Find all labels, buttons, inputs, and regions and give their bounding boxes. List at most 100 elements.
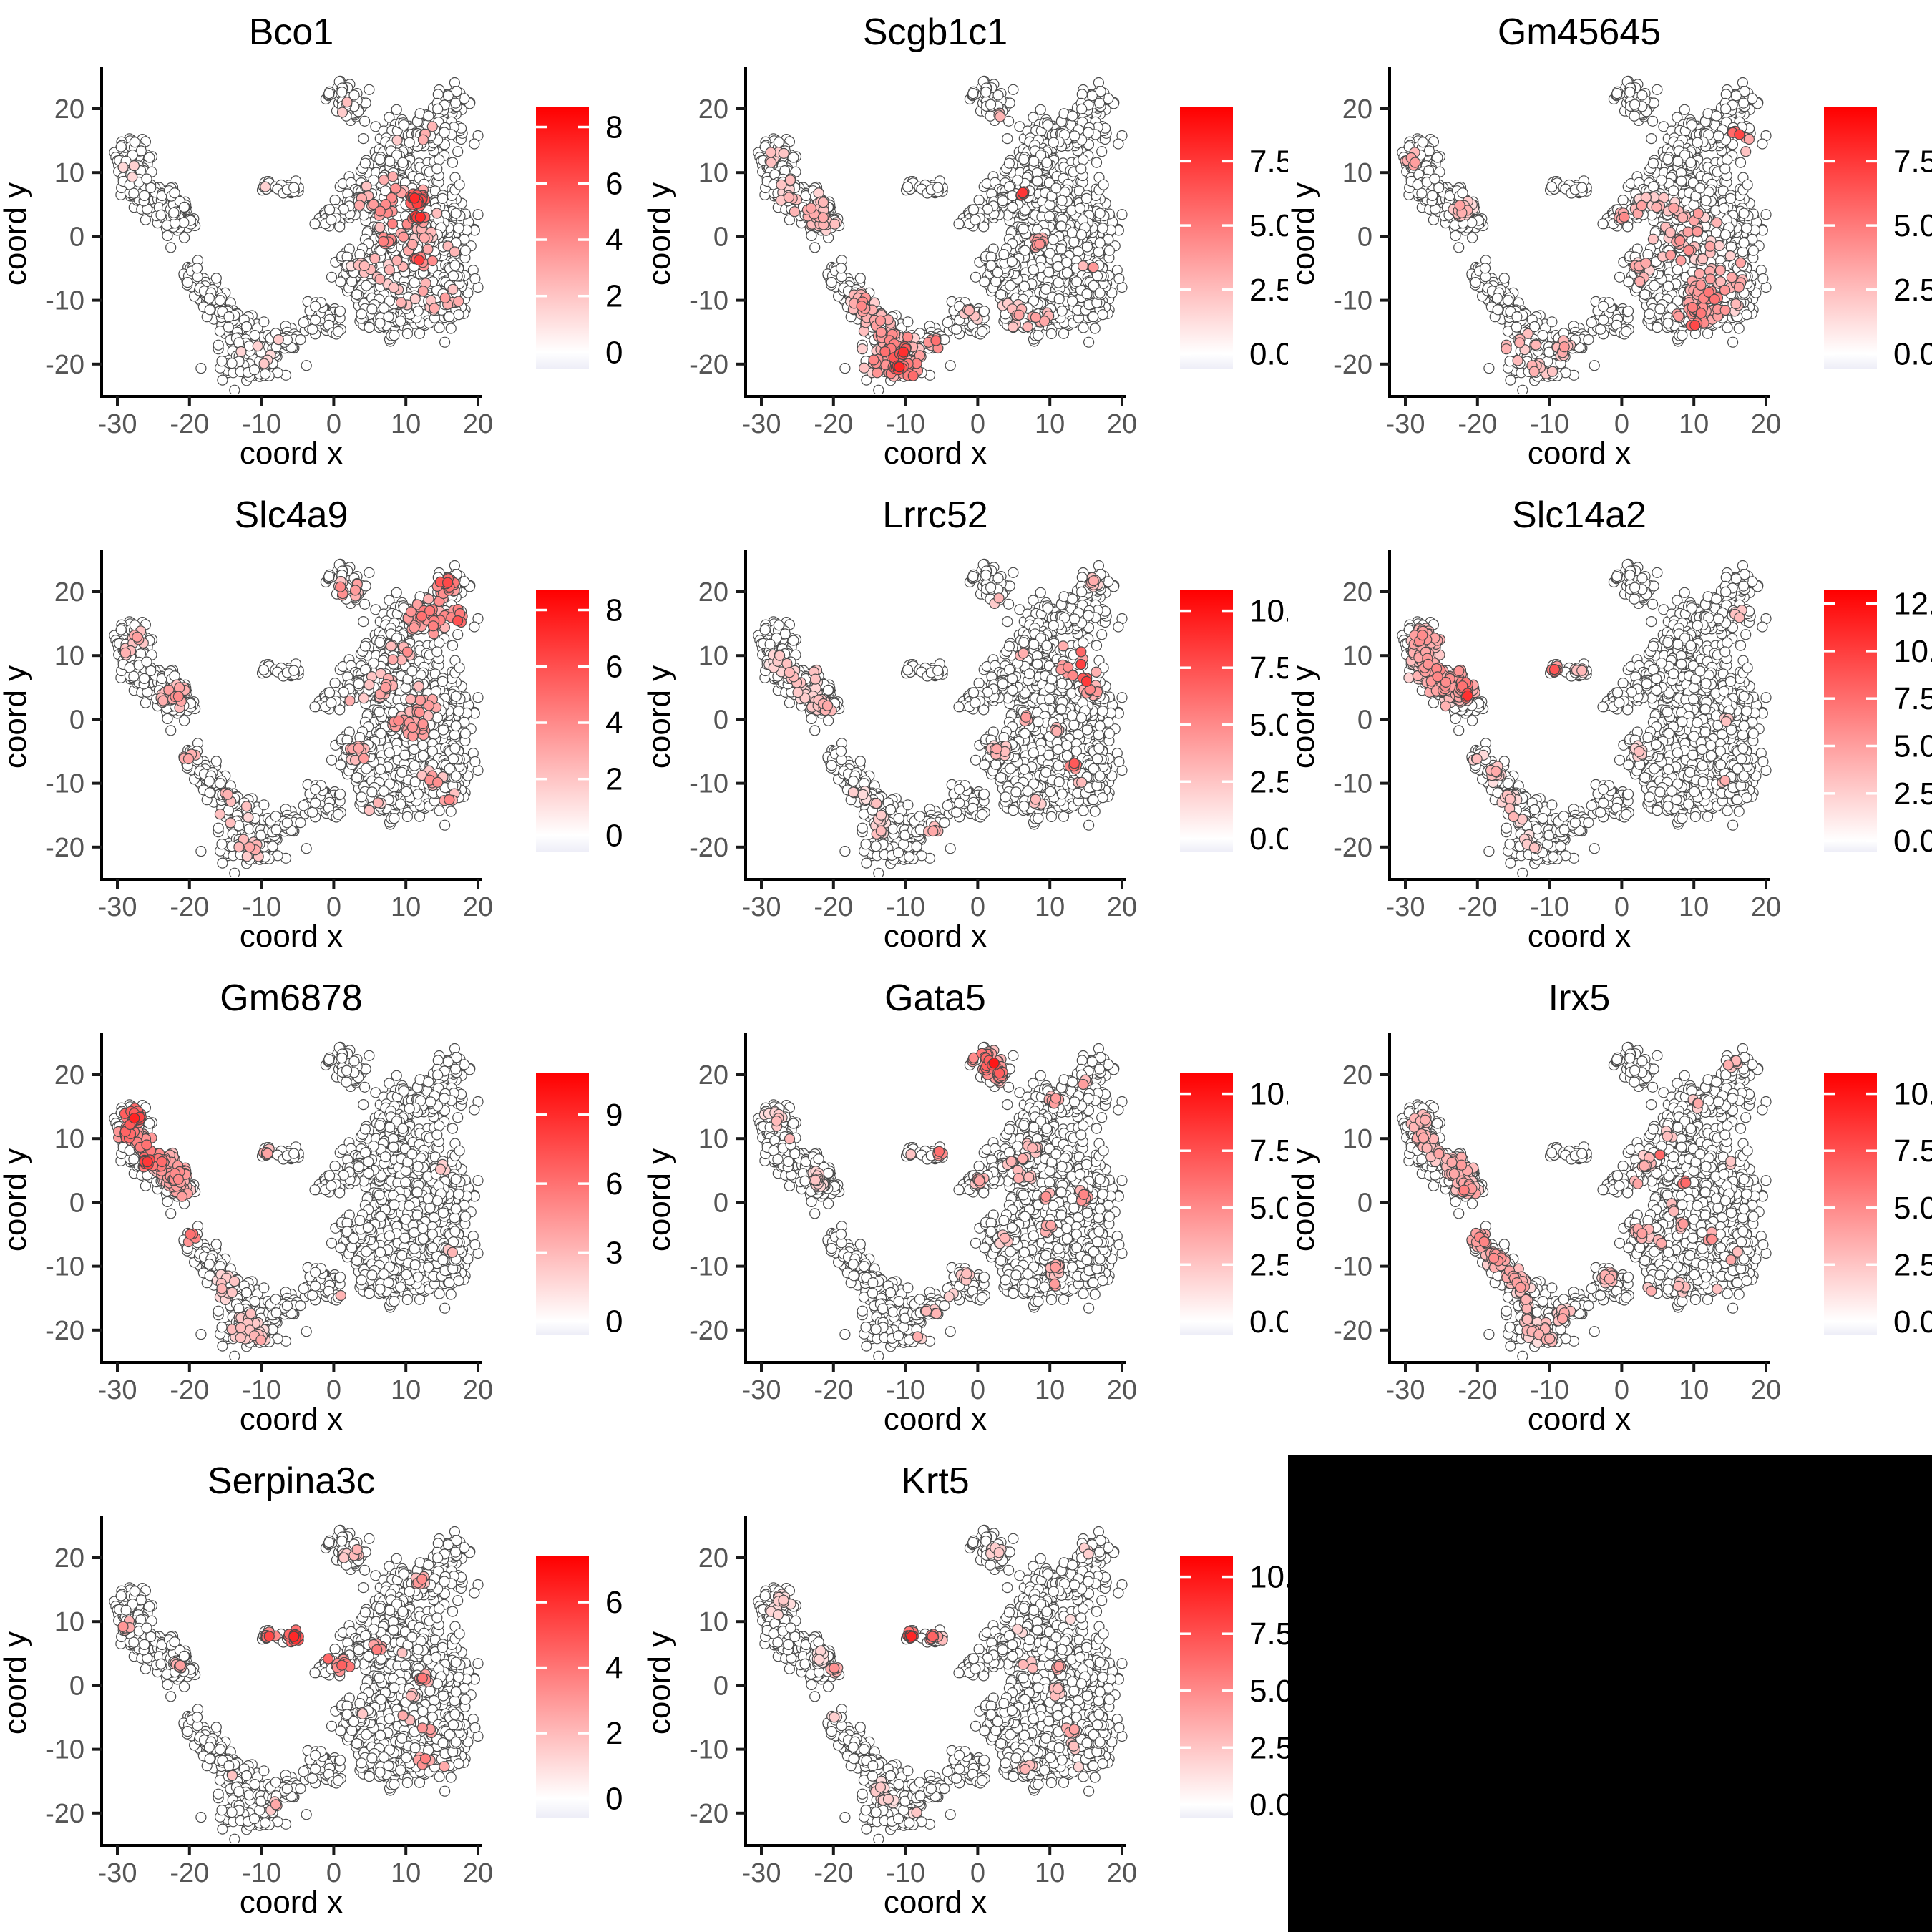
colorbar-label: 2 [605,279,623,314]
scatter-points [109,1041,484,1360]
x-tick-label: 20 [1107,1375,1137,1405]
y-axis-label: coord y [644,182,677,286]
colorbar [1824,1073,1877,1335]
colorbar-label: 5.0 [1249,1674,1288,1709]
colorbar-label: 7.5 [1249,650,1288,686]
x-tick-label: -30 [98,1858,137,1888]
colorbar-label: 0.0 [1249,821,1288,857]
feature-plot: Serpina3c-30 -20 -10 0 10 20-20-1001020coord … [0,1460,623,1920]
colorbar [1180,1073,1233,1335]
y-tick-label: 10 [54,1124,84,1154]
x-tick-label: 10 [391,409,421,439]
axis-lines [100,1516,482,1847]
x-tick-label: -30 [742,1858,781,1888]
x-tick-label: 0 [970,1375,985,1405]
y-tick-label: -10 [1333,769,1372,799]
x-tick-label: 20 [1751,1375,1781,1405]
colorbar-label: 6 [605,166,623,201]
panel-title: Gata5 [884,977,986,1019]
y-tick-label: 20 [1342,577,1372,608]
x-tick-label: -30 [1386,892,1425,922]
x-tick-label: -30 [742,1375,781,1405]
x-tick-label: 0 [326,1858,341,1888]
x-tick-label: -30 [742,892,781,922]
x-tick-label: -20 [170,892,209,922]
y-tick-label: 0 [69,222,84,252]
colorbar-label: 2.5 [1893,1247,1932,1282]
axis-lines [100,1033,482,1364]
colorbar [536,107,589,369]
axis-lines [100,67,482,398]
feature-plot: Krt5 -30 -20 -10 0 10 20 -20 -10 0 10 20 coord x coor… [644,1460,1288,1920]
colorbar-label: 5.0 [1249,708,1288,743]
colorbar-label: 8 [605,110,623,145]
colorbar-label: 0.0 [1893,1304,1932,1340]
colorbar [1824,590,1877,852]
colorbar-label: 10.0 [1893,634,1932,669]
axis-lines [1388,1033,1770,1364]
y-tick-label: 20 [698,1543,728,1574]
colorbar-label: 2.5 [1249,764,1288,799]
x-tick-label: 20 [1107,409,1137,439]
colorbar [1824,107,1877,369]
x-tick-label: 0 [970,409,985,439]
y-tick-label: 20 [54,94,84,125]
colorbar-label: 4 [605,706,623,741]
y-tick-label: 10 [1342,158,1372,188]
colorbar-label: 0 [605,1782,623,1817]
scatter-points [753,75,1128,394]
y-tick-label: 20 [1342,1060,1372,1091]
x-axis-label: coord x [240,1885,343,1920]
x-tick-label: -30 [98,892,137,922]
x-tick-label: -30 [1386,1375,1425,1405]
y-tick-label: 0 [713,222,728,252]
x-tick-label: -10 [1530,1375,1569,1405]
colorbar-label: 2 [605,1716,623,1751]
colorbar-label: 5.0 [1249,208,1288,243]
panel-gm6878: Gm6878 -30 -20 -10 0 10 20 -20 -10 0 10 20 coord x co… [0,966,644,1449]
x-tick-label: 10 [391,1858,421,1888]
y-tick-label: -20 [689,833,728,863]
x-tick-label: -10 [886,892,925,922]
x-axis-label: coord x [1528,1402,1631,1437]
y-tick-label: 20 [698,577,728,608]
x-tick-label: 0 [1614,1375,1629,1405]
colorbar-label: 6 [605,1585,623,1620]
x-tick-label: -10 [1530,409,1569,439]
x-axis-label: coord x [240,1402,343,1437]
x-tick-label: 20 [463,1858,493,1888]
colorbar-label: 3 [605,1235,623,1270]
y-tick-label: 0 [713,1671,728,1701]
x-tick-label: -30 [98,1375,137,1405]
colorbar-label: 5.0 [1249,1191,1288,1226]
panel-irx5: Irx5 -30 -20 -10 0 10 20 -20 -10 0 10 20 coord x coor… [1288,966,1932,1449]
colorbar-label: 10.0 [1249,1077,1288,1112]
y-tick-label: -10 [1333,1252,1372,1282]
x-tick-label: -20 [1458,1375,1497,1405]
y-tick-label: 10 [54,641,84,671]
y-tick-label: -10 [689,769,728,799]
colorbar [536,1556,589,1818]
colorbar-label: 2.5 [1249,1247,1288,1282]
y-tick-label: -20 [1333,833,1372,863]
colorbar-label: 7.5 [1893,144,1932,179]
x-tick-label: -10 [242,1858,281,1888]
scatter-points [109,75,484,394]
y-tick-label: -10 [689,1252,728,1282]
y-tick-label: 20 [54,1543,84,1574]
x-tick-label: 0 [326,1375,341,1405]
axis-lines [100,550,482,881]
colorbar-label: 2.5 [1893,273,1932,308]
x-tick-label: -10 [1530,892,1569,922]
black-rectangle [1288,1455,1932,1932]
colorbar-label: 2.5 [1249,273,1288,308]
panel-title: Irx5 [1548,977,1611,1019]
axis-lines [1388,67,1770,398]
black-rectangle-cell [1288,1449,1932,1932]
x-tick-label: -10 [242,892,281,922]
panel-title: Serpina3c [208,1460,375,1502]
panel-title: Gm6878 [220,977,362,1019]
y-tick-label: 10 [698,1124,728,1154]
x-tick-label: -20 [170,1858,209,1888]
